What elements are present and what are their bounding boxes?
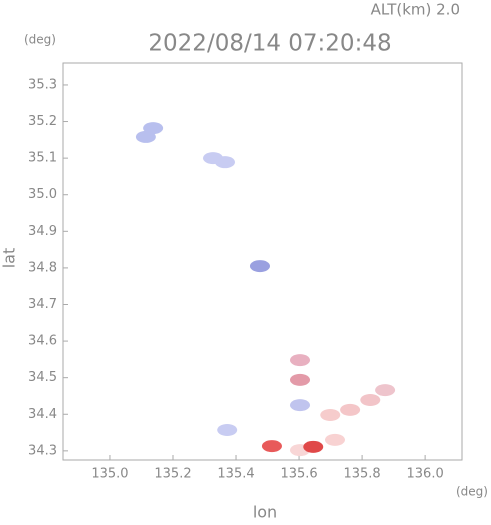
echo <box>290 354 311 367</box>
x-axis-label: lon <box>253 503 277 522</box>
y-tick-label: 35.0 <box>28 187 57 202</box>
plot-frame <box>62 62 463 461</box>
echo <box>320 408 341 421</box>
y-tick-label: 35.1 <box>28 151 57 166</box>
y-tick-label: 34.5 <box>28 370 57 385</box>
echo <box>217 423 238 436</box>
y-tick-label: 34.6 <box>28 334 57 349</box>
x-tick-label: 135.2 <box>154 467 191 482</box>
echo <box>249 260 270 273</box>
echo <box>324 433 345 446</box>
echo <box>214 156 235 169</box>
echo <box>360 393 381 406</box>
y-tick-label: 34.3 <box>28 443 57 458</box>
y-tick-label: 34.9 <box>28 224 57 239</box>
echo <box>303 440 324 453</box>
echo <box>375 384 396 397</box>
echo <box>340 403 361 416</box>
x-tick-label: 135.0 <box>91 467 128 482</box>
x-tick-label: 135.6 <box>280 467 317 482</box>
x-tick-label: 136.0 <box>407 467 444 482</box>
y-tick-label: 35.2 <box>28 114 57 129</box>
echo <box>290 373 311 386</box>
x-tick-label: 135.8 <box>343 467 380 482</box>
subtitle: ALT(km) 2.0 <box>371 1 460 19</box>
echo <box>290 399 311 412</box>
x-unit: (deg) <box>456 485 488 499</box>
echo <box>261 440 282 453</box>
y-unit: (deg) <box>24 33 56 47</box>
x-tick-label: 135.4 <box>217 467 254 482</box>
y-tick-label: 35.3 <box>28 77 57 92</box>
y-tick-label: 34.8 <box>28 260 57 275</box>
echo <box>135 130 156 143</box>
y-tick-label: 34.4 <box>28 407 57 422</box>
y-axis-label: lat <box>0 248 19 269</box>
chart-title: 2022/08/14 07:20:48 <box>148 31 391 57</box>
y-tick-label: 34.7 <box>28 297 57 312</box>
